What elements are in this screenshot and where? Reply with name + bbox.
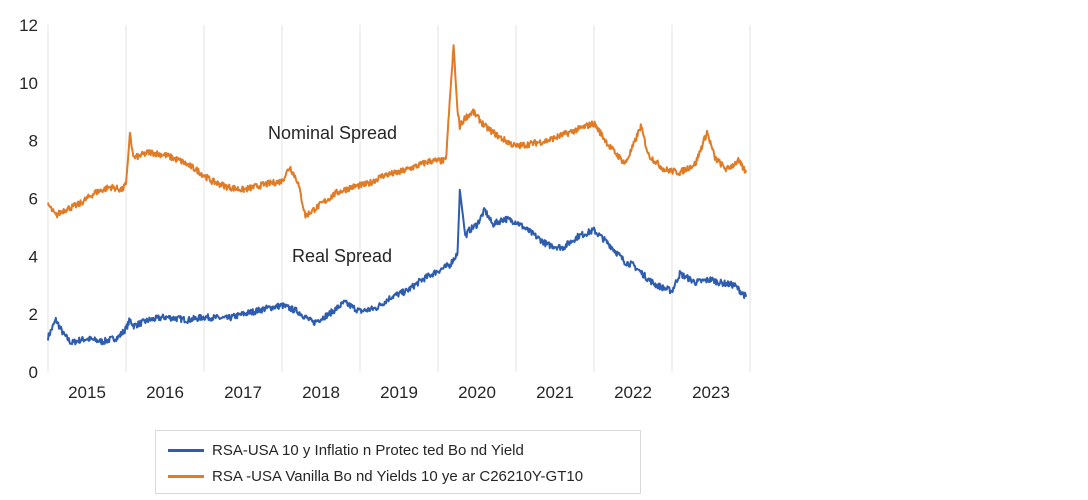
series-line-nominal-spread <box>47 44 748 219</box>
grid-lines <box>47 25 751 372</box>
x-tick-label: 2023 <box>692 383 730 402</box>
y-tick-label: 0 <box>29 363 38 382</box>
x-tick-label: 2016 <box>146 383 184 402</box>
y-tick-label: 2 <box>29 305 38 324</box>
y-axis: 0 2 4 6 8 10 12 <box>19 16 38 382</box>
x-axis: 2015 2016 2017 2018 2019 2020 2021 2022 2023 <box>68 383 730 402</box>
series-group <box>47 44 748 346</box>
x-tick-label: 2015 <box>68 383 106 402</box>
legend-label-real: RSA-USA 10 y Inflatio n Protec ted Bo nd… <box>212 441 524 459</box>
legend-swatch-real <box>168 448 204 452</box>
y-tick-label: 8 <box>29 132 38 151</box>
annotation-nominal-spread: Nominal Spread <box>268 123 397 143</box>
y-tick-label: 10 <box>19 74 38 93</box>
x-tick-label: 2018 <box>302 383 340 402</box>
x-tick-label: 2021 <box>536 383 574 402</box>
legend-item-real: RSA-USA 10 y Inflatio n Protec ted Bo nd… <box>168 439 524 461</box>
y-tick-label: 12 <box>19 16 38 35</box>
y-tick-label: 6 <box>29 190 38 209</box>
x-tick-label: 2022 <box>614 383 652 402</box>
legend-item-nominal: RSA -USA Vanilla Bo nd Yields 10 ye ar C… <box>168 465 583 487</box>
x-tick-label: 2017 <box>224 383 262 402</box>
series-line-real-spread <box>47 188 748 346</box>
legend: RSA-USA 10 y Inflatio n Protec ted Bo nd… <box>155 430 641 494</box>
legend-label-nominal: RSA -USA Vanilla Bo nd Yields 10 ye ar C… <box>212 467 584 485</box>
annotation-real-spread: Real Spread <box>292 246 392 266</box>
y-tick-label: 4 <box>29 247 38 266</box>
x-tick-label: 2020 <box>458 383 496 402</box>
x-tick-label: 2019 <box>380 383 418 402</box>
legend-swatch-nominal <box>168 474 204 478</box>
